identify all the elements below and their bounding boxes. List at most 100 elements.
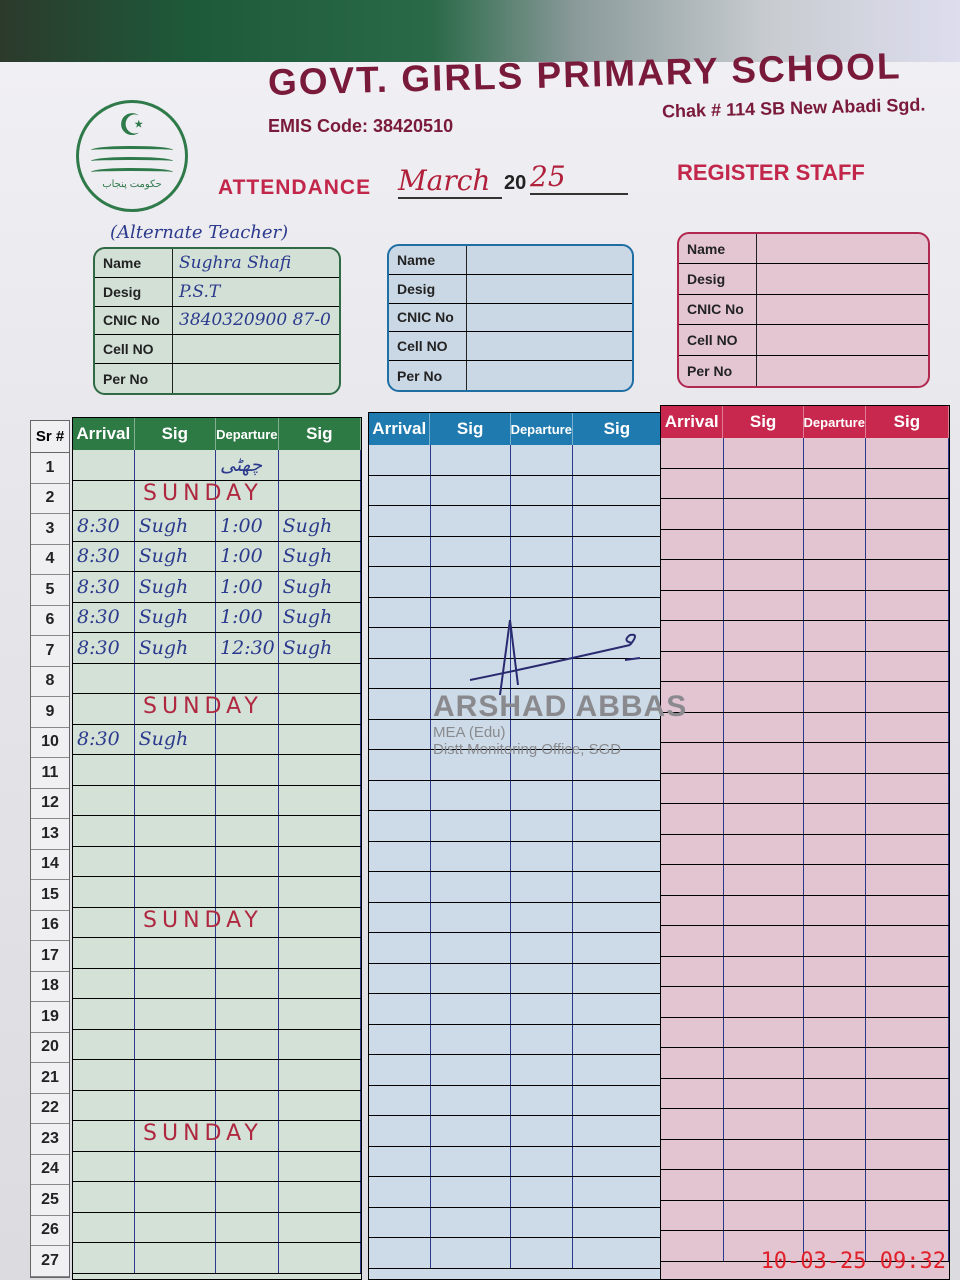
attendance-cell[interactable]: [369, 811, 431, 841]
attendance-cell[interactable]: [135, 999, 216, 1029]
attendance-cell[interactable]: [135, 480, 216, 510]
attendance-cell[interactable]: 8:30: [73, 602, 135, 632]
attendance-cell[interactable]: [511, 872, 573, 902]
attendance-cell[interactable]: [724, 1231, 805, 1261]
attendance-cell[interactable]: [369, 1055, 431, 1085]
attendance-cell[interactable]: [431, 994, 512, 1024]
attendance-cell[interactable]: [135, 785, 216, 815]
attendance-cell[interactable]: [135, 816, 216, 846]
attendance-cell[interactable]: [511, 689, 573, 719]
attendance-cell[interactable]: [573, 780, 662, 810]
attendance-cell[interactable]: [73, 907, 135, 937]
attendance-cell[interactable]: [431, 1238, 512, 1268]
attendance-cell[interactable]: Sugh: [279, 572, 361, 602]
attendance-cell[interactable]: [73, 1151, 135, 1181]
attendance-cell[interactable]: [866, 956, 950, 986]
attendance-cell[interactable]: [279, 907, 361, 937]
attendance-cell[interactable]: [866, 895, 950, 925]
attendance-cell[interactable]: [135, 1121, 216, 1151]
attendance-cell[interactable]: [804, 1200, 866, 1230]
attendance-cell[interactable]: 8:30: [73, 724, 135, 754]
attendance-cell[interactable]: [573, 902, 662, 932]
attendance-cell[interactable]: [511, 780, 573, 810]
attendance-cell[interactable]: [369, 1238, 431, 1268]
attendance-cell[interactable]: Sugh: [135, 572, 216, 602]
attendance-cell[interactable]: [135, 694, 216, 724]
attendance-cell[interactable]: [369, 1177, 431, 1207]
attendance-cell[interactable]: [511, 1238, 573, 1268]
attendance-cell[interactable]: [661, 1139, 724, 1169]
attendance-cell[interactable]: [369, 445, 431, 475]
attendance-cell[interactable]: [804, 743, 866, 773]
attendance-cell[interactable]: [573, 1146, 662, 1176]
attendance-cell[interactable]: [431, 567, 512, 597]
attendance-cell[interactable]: [573, 1085, 662, 1115]
attendance-cell[interactable]: [73, 755, 135, 785]
attendance-cell[interactable]: [279, 1060, 361, 1090]
attendance-cell[interactable]: 12:30: [216, 633, 279, 663]
attendance-cell[interactable]: [135, 968, 216, 998]
attendance-cell[interactable]: [511, 1055, 573, 1085]
attendance-cell[interactable]: [431, 536, 512, 566]
attendance-cell[interactable]: [135, 755, 216, 785]
attendance-cell[interactable]: [511, 475, 573, 505]
attendance-cell[interactable]: [279, 938, 361, 968]
attendance-cell[interactable]: [431, 1146, 512, 1176]
attendance-cell[interactable]: [573, 1207, 662, 1237]
attendance-cell[interactable]: [724, 499, 805, 529]
attendance-cell[interactable]: [369, 963, 431, 993]
attendance-cell[interactable]: [511, 628, 573, 658]
attendance-cell[interactable]: [369, 719, 431, 749]
attendance-cell[interactable]: [661, 682, 724, 712]
attendance-cell[interactable]: [804, 1109, 866, 1139]
attendance-cell[interactable]: [135, 1151, 216, 1181]
attendance-cell[interactable]: [369, 658, 431, 688]
attendance-cell[interactable]: [866, 529, 950, 559]
attendance-cell[interactable]: [511, 1024, 573, 1054]
attendance-cell[interactable]: [661, 651, 724, 681]
attendance-cell[interactable]: [724, 773, 805, 803]
attendance-cell[interactable]: [431, 506, 512, 536]
attendance-cell[interactable]: [279, 877, 361, 907]
attendance-cell[interactable]: [661, 895, 724, 925]
attendance-cell[interactable]: Sugh: [279, 602, 361, 632]
attendance-cell[interactable]: [866, 773, 950, 803]
attendance-cell[interactable]: [724, 865, 805, 895]
attendance-cell[interactable]: [661, 438, 724, 468]
attendance-cell[interactable]: [431, 1085, 512, 1115]
attendance-cell[interactable]: [369, 1085, 431, 1115]
attendance-cell[interactable]: [431, 933, 512, 963]
attendance-cell[interactable]: [369, 475, 431, 505]
attendance-cell[interactable]: [216, 1182, 279, 1212]
attendance-cell[interactable]: [724, 1109, 805, 1139]
attendance-cell[interactable]: [804, 1231, 866, 1261]
attendance-cell[interactable]: [279, 999, 361, 1029]
attendance-cell[interactable]: [511, 811, 573, 841]
attendance-cell[interactable]: [431, 963, 512, 993]
attendance-cell[interactable]: [279, 846, 361, 876]
attendance-cell[interactable]: [369, 780, 431, 810]
attendance-cell[interactable]: [511, 994, 573, 1024]
attendance-cell[interactable]: [661, 926, 724, 956]
attendance-cell[interactable]: [431, 719, 512, 749]
attendance-cell[interactable]: [724, 651, 805, 681]
attendance-cell[interactable]: [511, 1146, 573, 1176]
attendance-cell[interactable]: [431, 1024, 512, 1054]
attendance-cell[interactable]: [511, 536, 573, 566]
attendance-cell[interactable]: [724, 590, 805, 620]
attendance-cell[interactable]: [135, 846, 216, 876]
attendance-cell[interactable]: [73, 1090, 135, 1120]
attendance-cell[interactable]: [135, 1029, 216, 1059]
attendance-cell[interactable]: [73, 846, 135, 876]
attendance-cell[interactable]: [804, 987, 866, 1017]
attendance-cell[interactable]: [804, 712, 866, 742]
attendance-cell[interactable]: [216, 694, 279, 724]
attendance-cell[interactable]: [804, 1017, 866, 1047]
attendance-cell[interactable]: [73, 1243, 135, 1273]
attendance-cell[interactable]: [661, 834, 724, 864]
attendance-cell[interactable]: [431, 750, 512, 780]
attendance-cell[interactable]: [369, 689, 431, 719]
attendance-cell[interactable]: [279, 1212, 361, 1242]
attendance-cell[interactable]: [279, 450, 361, 480]
attendance-cell[interactable]: [804, 499, 866, 529]
